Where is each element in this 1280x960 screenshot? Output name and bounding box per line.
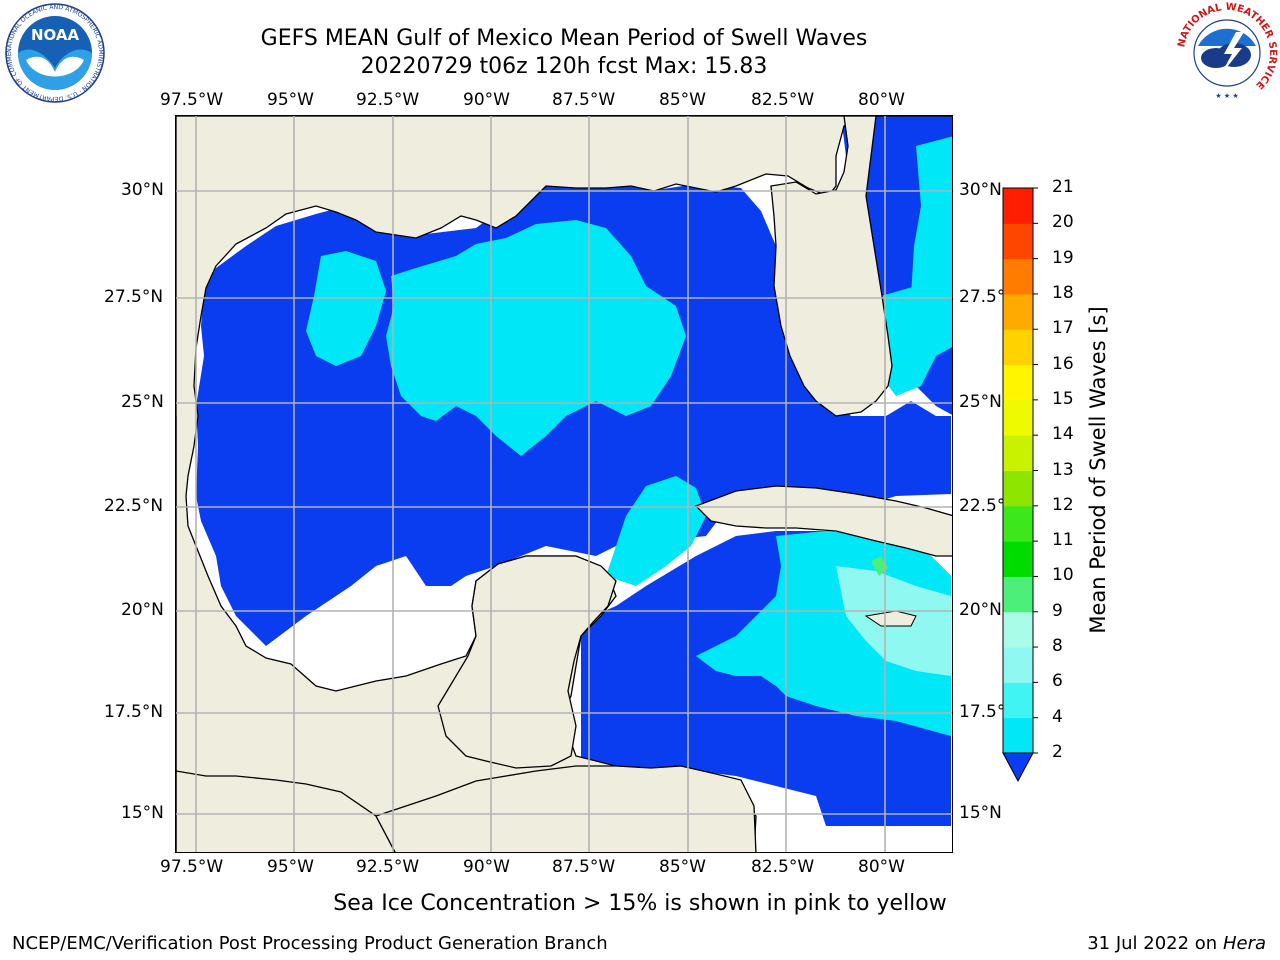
lon-label-bottom-3: 90°W bbox=[463, 857, 510, 877]
colorbar-band-18 bbox=[1003, 258, 1033, 295]
lat-label-left-0: 30°N bbox=[121, 180, 164, 200]
colorbar-band-16 bbox=[1003, 329, 1033, 366]
colorbar-band-4 bbox=[1003, 682, 1033, 719]
colorbar-band-9 bbox=[1003, 576, 1033, 613]
colorbar bbox=[1002, 187, 1038, 783]
colorbar-band-17 bbox=[1003, 293, 1033, 330]
lon-label-top-7: 80°W bbox=[858, 90, 905, 110]
lon-label-top-3: 90°W bbox=[463, 90, 510, 110]
nws-logo: NATIONAL WEATHER SERVICE ★ ★ ★ bbox=[1176, 2, 1278, 102]
colorbar-band-19 bbox=[1003, 223, 1033, 260]
lat-label-left-3: 22.5°N bbox=[104, 496, 164, 516]
colorbar-tick-label-11: 11 bbox=[1052, 530, 1074, 551]
field-bahamas-cyan bbox=[881, 286, 936, 396]
colorbar-tick-label-6: 6 bbox=[1052, 671, 1063, 692]
colorbar-tick-label-2: 2 bbox=[1052, 742, 1063, 762]
footer-host: Hera bbox=[1222, 933, 1266, 954]
map-canvas bbox=[176, 116, 952, 852]
colorbar-tick-label-20: 20 bbox=[1052, 212, 1074, 233]
footer-credit: NCEP/EMC/Verification Post Processing Pr… bbox=[12, 933, 608, 954]
lon-label-top-2: 92.5°W bbox=[356, 90, 420, 110]
lat-label-right-6: 15°N bbox=[959, 803, 1002, 823]
colorbar-band-20 bbox=[1003, 188, 1033, 224]
colorbar-tick-label-12: 12 bbox=[1052, 494, 1074, 515]
colorbar-extend-min bbox=[1002, 752, 1034, 783]
colorbar-band-8 bbox=[1003, 611, 1033, 648]
lon-label-bottom-0: 97.5°W bbox=[160, 857, 224, 877]
field-caribbean-green-spot bbox=[871, 556, 888, 576]
colorbar-tick-label-21: 21 bbox=[1052, 177, 1074, 197]
chart-title: GEFS MEAN Gulf of Mexico Mean Period of … bbox=[260, 26, 868, 51]
nws-stars-icon: ★ ★ ★ bbox=[1215, 92, 1238, 100]
footer-date: 31 Jul 2022 on Hera bbox=[1087, 933, 1266, 954]
colorbar-tick-label-10: 10 bbox=[1052, 565, 1074, 586]
lon-label-top-4: 87.5°W bbox=[552, 90, 616, 110]
chart-subtitle: 20220729 t06z 120h fcst Max: 15.83 bbox=[360, 54, 768, 79]
lon-label-top-6: 82.5°W bbox=[751, 90, 815, 110]
noaa-logo-text: NOAA bbox=[31, 26, 80, 44]
sea-ice-caption: Sea Ice Concentration > 15% is shown in … bbox=[333, 891, 947, 916]
lat-label-right-0: 30°N bbox=[959, 180, 1002, 200]
field-gulf-cyan bbox=[386, 220, 686, 456]
footer-date-text: 31 Jul 2022 on bbox=[1087, 933, 1218, 954]
lon-label-bottom-4: 87.5°W bbox=[552, 857, 616, 877]
lat-label-right-4: 20°N bbox=[959, 600, 1002, 620]
lon-label-bottom-1: 95°W bbox=[267, 857, 314, 877]
colorbar-band-10 bbox=[1003, 541, 1033, 577]
colorbar-tick-label-18: 18 bbox=[1052, 282, 1074, 303]
field-nw-gulf-cyan bbox=[306, 251, 386, 366]
map-panel bbox=[175, 115, 953, 853]
colorbar-band-12 bbox=[1003, 470, 1033, 507]
lat-label-left-2: 25°N bbox=[121, 392, 164, 412]
colorbar-tick-label-16: 16 bbox=[1052, 353, 1074, 374]
land-yucatan bbox=[437, 555, 617, 769]
lat-label-right-2: 25°N bbox=[959, 392, 1002, 412]
lon-label-top-0: 97.5°W bbox=[160, 90, 224, 110]
colorbar-band-15 bbox=[1003, 364, 1033, 401]
colorbar-tick-label-17: 17 bbox=[1052, 318, 1074, 339]
colorbar-tick-label-19: 19 bbox=[1052, 247, 1074, 268]
colorbar-band-6 bbox=[1003, 647, 1033, 683]
colorbar-band-13 bbox=[1003, 435, 1033, 471]
noaa-logo: NATIONAL OCEANIC AND ATMOSPHERIC ADMINIS… bbox=[4, 2, 105, 103]
lon-label-bottom-2: 92.5°W bbox=[356, 857, 420, 877]
land-honduras-nicaragua bbox=[375, 765, 757, 852]
lon-label-bottom-7: 80°W bbox=[858, 857, 905, 877]
graticule bbox=[176, 116, 952, 852]
colorbar-tick-label-15: 15 bbox=[1052, 388, 1074, 409]
field-yucatan-channel-cyan bbox=[606, 476, 706, 586]
colorbar-tick-label-8: 8 bbox=[1052, 636, 1063, 657]
colorbar-tick-label-14: 14 bbox=[1052, 424, 1074, 445]
colorbar-band-11 bbox=[1003, 505, 1033, 542]
lat-label-left-4: 20°N bbox=[121, 600, 164, 620]
land-jamaica bbox=[864, 610, 917, 627]
lat-label-left-1: 27.5°N bbox=[104, 287, 164, 307]
colorbar-tick-label-4: 4 bbox=[1052, 706, 1063, 727]
land-cuba bbox=[694, 485, 952, 557]
lat-label-left-6: 15°N bbox=[121, 803, 164, 823]
colorbar-band-14 bbox=[1003, 399, 1033, 436]
lat-label-left-5: 17.5°N bbox=[104, 702, 164, 722]
lon-label-bottom-5: 85°W bbox=[659, 857, 706, 877]
lon-label-top-5: 85°W bbox=[659, 90, 706, 110]
lon-label-bottom-6: 82.5°W bbox=[751, 857, 815, 877]
colorbar-band-2 bbox=[1003, 717, 1033, 754]
colorbar-title: Mean Period of Swell Waves [s] bbox=[1086, 306, 1110, 634]
colorbar-tick-label-13: 13 bbox=[1052, 459, 1074, 480]
lon-label-top-1: 95°W bbox=[267, 90, 314, 110]
colorbar-tick-label-9: 9 bbox=[1052, 600, 1063, 621]
